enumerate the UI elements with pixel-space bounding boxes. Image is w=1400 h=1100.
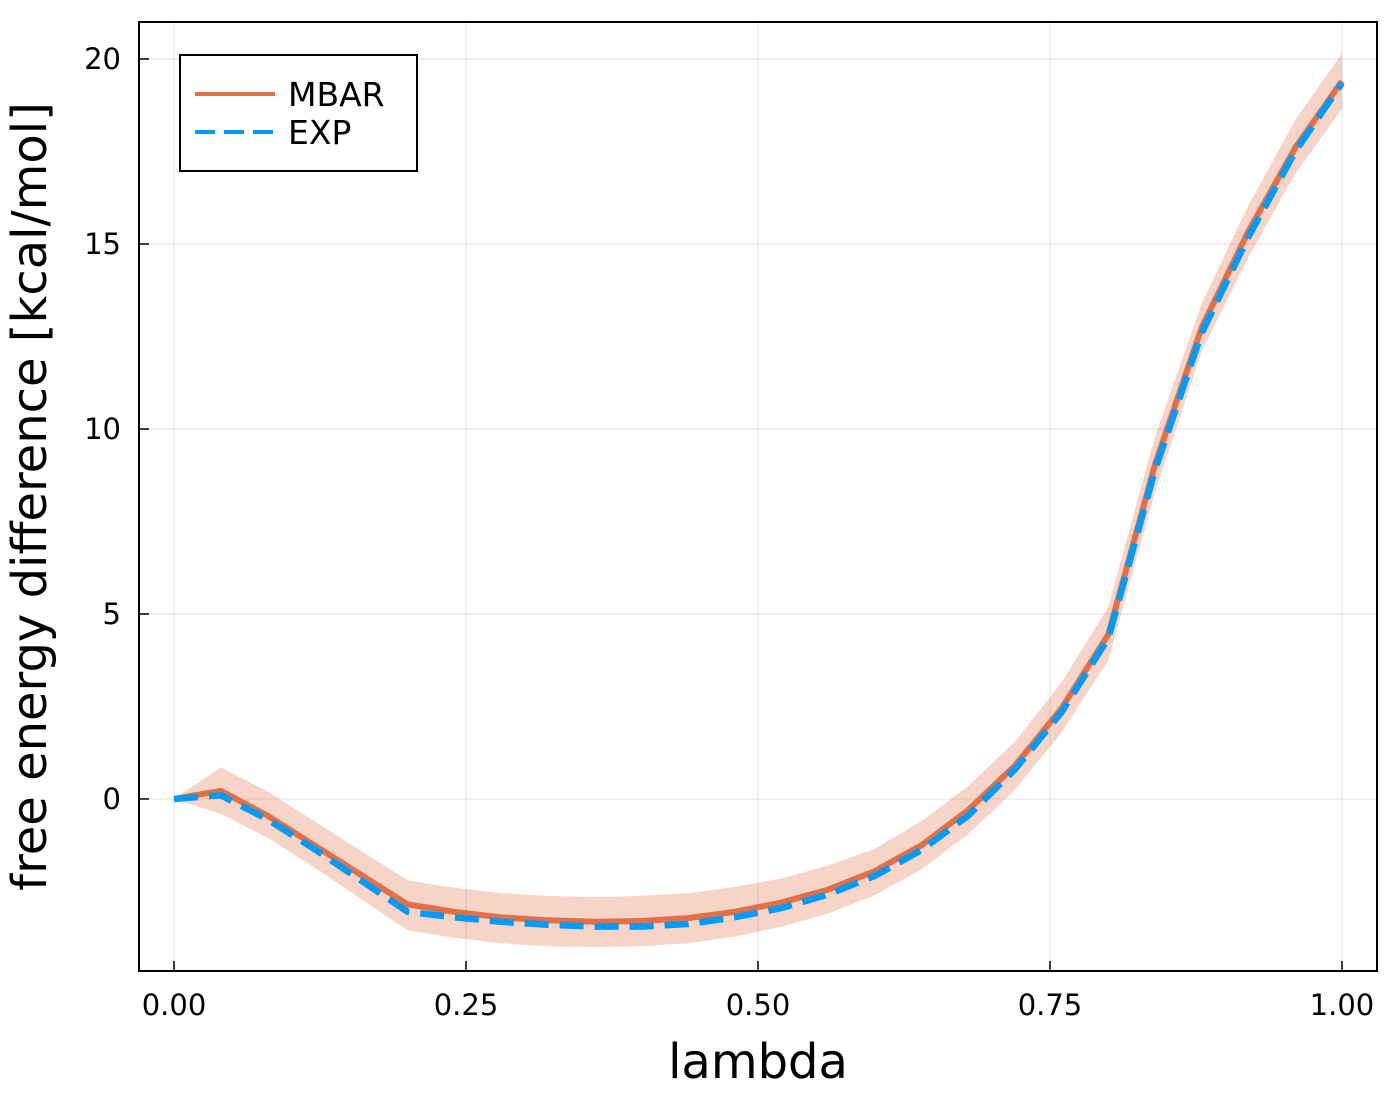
y-tick-label: 10 (84, 412, 121, 446)
x-tick-label: 0.00 (142, 988, 207, 1022)
y-axis-label: free energy difference [kcal/mol] (2, 102, 58, 891)
y-tick-label: 0 (103, 782, 121, 816)
grid (139, 22, 1377, 971)
series-lines (173, 79, 1345, 930)
y-tick-label: 15 (84, 227, 121, 261)
x-axis-label: lambda (668, 1034, 848, 1090)
x-tick-label: 1.00 (1310, 988, 1375, 1022)
y-tick-label: 20 (84, 42, 121, 76)
legend-box (179, 54, 418, 172)
series-line-exp (173, 81, 1345, 930)
x-tick-label: 0.75 (1018, 988, 1083, 1022)
x-tick-label: 0.50 (726, 988, 791, 1022)
legend-label-mbar: MBAR (288, 75, 385, 114)
axis-ticks: 0.00 0.25 0.50 0.75 1.00 0 5 10 15 20 (84, 42, 1374, 1022)
legend-label-exp: EXP (288, 113, 351, 152)
x-tick-label: 0.25 (434, 988, 499, 1022)
y-tick-label: 5 (103, 597, 121, 631)
